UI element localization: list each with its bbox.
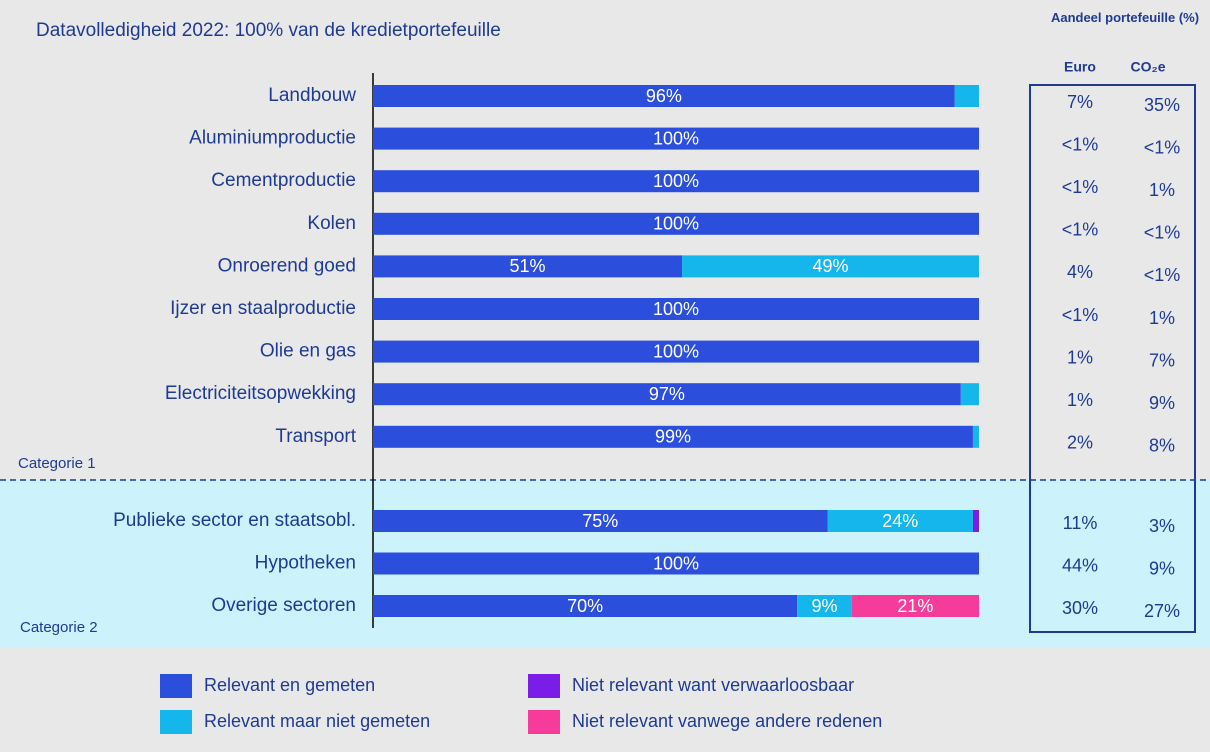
bar-segment [373, 85, 955, 107]
table-cell: 9% [1149, 393, 1175, 413]
value-label: 100% [653, 214, 699, 234]
bar-segment [373, 340, 979, 363]
bar-segment [373, 170, 979, 193]
value-label: 96% [646, 86, 682, 106]
bar-segment [827, 510, 973, 532]
table-title: Aandeel portefeuille (%) [1050, 10, 1200, 25]
category-label: Cementproductie [211, 170, 356, 191]
table-cell: 35% [1144, 95, 1180, 115]
table-cell: <1% [1062, 134, 1099, 154]
table-cell: 1% [1067, 347, 1093, 367]
value-label: 100% [653, 553, 699, 573]
table-cell: <1% [1144, 137, 1181, 157]
bar-segment [960, 383, 979, 406]
chart-title: Datavolledigheid 2022: 100% van de kredi… [36, 20, 501, 41]
bar-segment [972, 510, 979, 532]
legend-label: Niet relevant vanwege andere redenen [572, 711, 882, 731]
value-label: 100% [653, 128, 699, 148]
bar-segment [682, 255, 979, 278]
value-label: 75% [582, 511, 618, 531]
value-label: 97% [649, 384, 685, 404]
category-label: Publieke sector en staatsobl. [113, 510, 356, 531]
bar-segment [373, 212, 979, 235]
legend-label: Relevant en gemeten [204, 675, 375, 695]
legend-label: Niet relevant want verwaarloosbaar [572, 675, 854, 695]
table-cell: 27% [1144, 601, 1180, 621]
bar-segment [373, 510, 828, 532]
category-label: Olie en gas [260, 341, 356, 362]
bar-segment [373, 255, 683, 278]
bar-segment [797, 595, 852, 617]
category-label: Overige sectoren [211, 595, 356, 616]
value-label: 9% [811, 596, 837, 616]
table-cell: 1% [1149, 180, 1175, 200]
category-label: Ijzer en staalproductie [170, 298, 356, 319]
table-cell: 3% [1149, 516, 1175, 536]
value-label: 100% [653, 341, 699, 361]
category-label: Hypotheken [255, 553, 356, 574]
value-label: 100% [653, 299, 699, 319]
table-cell: 1% [1149, 308, 1175, 328]
group-label: Categorie 2 [20, 619, 98, 636]
table-cell: 9% [1149, 558, 1175, 578]
category-label: Kolen [307, 213, 356, 234]
bar-segment [972, 425, 979, 448]
table-cell: 2% [1067, 433, 1093, 453]
category-label: Transport [275, 426, 356, 447]
value-label: 70% [567, 596, 603, 616]
legend-label: Relevant maar niet gemeten [204, 711, 430, 731]
category-label: Landbouw [268, 85, 356, 106]
value-label: 100% [653, 171, 699, 191]
value-label: 49% [813, 256, 849, 276]
table-cell: <1% [1062, 177, 1099, 197]
table-cell: 44% [1062, 555, 1098, 575]
value-label: 99% [655, 427, 691, 447]
bar-segment [373, 298, 979, 320]
bar-segment [954, 85, 979, 107]
table-cell: <1% [1144, 265, 1181, 285]
table-cell: <1% [1062, 305, 1099, 325]
category-label: Onroerend goed [218, 255, 356, 276]
table-column: CO₂e [1130, 59, 1165, 75]
table-cell: <1% [1144, 223, 1181, 243]
group-label: Categorie 1 [18, 455, 96, 472]
bar-segment [373, 383, 961, 406]
category-label: Aluminiumproductie [189, 128, 356, 149]
bar-segment [373, 595, 798, 617]
table-cell: <1% [1062, 220, 1099, 240]
value-label: 24% [882, 511, 918, 531]
legend-swatch [528, 674, 560, 698]
bar-segment [851, 595, 979, 617]
table-box [1029, 84, 1196, 633]
table-cell: 1% [1067, 390, 1093, 410]
value-label: 51% [510, 256, 546, 276]
legend-swatch [160, 674, 192, 698]
bar-segment [373, 425, 973, 448]
table-cell: 7% [1067, 92, 1093, 112]
table-cell: 11% [1063, 513, 1098, 533]
bar-segment [373, 552, 979, 575]
legend-swatch [528, 710, 560, 734]
value-label: 21% [897, 596, 933, 616]
bar-segment [373, 127, 979, 150]
table-cell: 7% [1149, 350, 1175, 370]
table-cell: 4% [1067, 262, 1093, 282]
table-cell: 30% [1062, 598, 1098, 618]
table-cell: 8% [1149, 436, 1175, 456]
legend-swatch [160, 710, 192, 734]
category-label: Electriciteitsopwekking [165, 383, 356, 404]
table-column: Euro [1064, 59, 1096, 75]
